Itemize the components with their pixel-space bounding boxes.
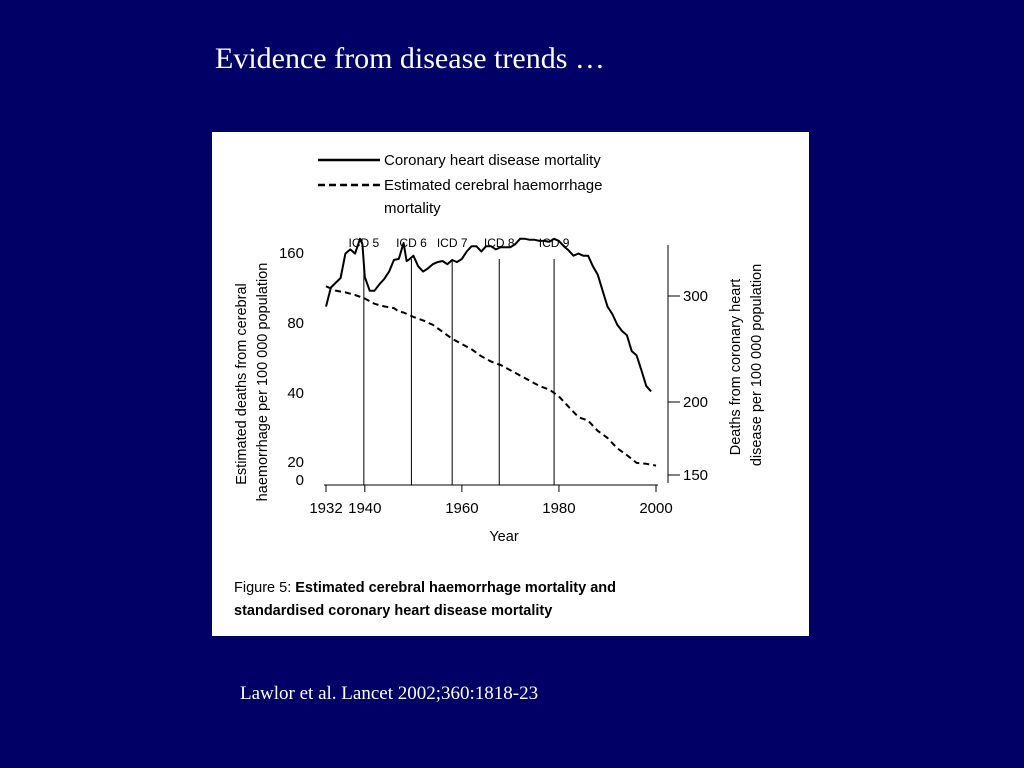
y-left-tick-label: 20 (287, 454, 304, 471)
figure-caption: Figure 5: Estimated cerebral haemorrhage… (234, 580, 620, 619)
icd-markers: ICD 5 ICD 6 ICD 7 ICD 8 ICD 9 (349, 236, 570, 485)
x-tick-label: 1940 (348, 500, 381, 517)
legend-entry-ch: Estimated cerebral haemorrhage mortality (384, 177, 607, 217)
slide-title: Evidence from disease trends … (215, 42, 605, 75)
citation: Lawlor et al. Lancet 2002;360:1818-23 (240, 683, 539, 704)
y-left-tick-label: 160 (279, 245, 304, 262)
x-tick-label: 1932 (309, 500, 342, 517)
figure-panel: Coronary heart disease mortality Estimat… (212, 132, 809, 636)
icd-marker-label: ICD 7 (437, 236, 468, 250)
series-line-cerebral-haemorrhage (325, 285, 657, 467)
series-lines (325, 237, 657, 467)
x-axis-title: Year (489, 529, 518, 545)
x-tick-label: 1960 (445, 500, 478, 517)
legend-entry-chd: Coronary heart disease mortality (384, 152, 601, 169)
axis-ticks: 1932 1940 1960 1980 2000 020 40 80 160 150 200 300 (279, 245, 708, 517)
y-right-tick-label: 300 (683, 288, 708, 305)
y-left-tick-label: 40 (287, 385, 304, 402)
icd-marker-label: ICD 6 (396, 236, 427, 250)
chart: Coronary heart disease mortality Estimat… (234, 152, 765, 619)
y-left-tick-label: 0 (296, 472, 304, 489)
y-left-tick-label: 80 (287, 315, 304, 332)
y-axis-right-title: Deaths from coronary heart disease per 1… (728, 264, 765, 466)
y-right-tick-label: 200 (683, 394, 708, 411)
x-tick-label: 1980 (542, 500, 575, 517)
series-line-coronary-heart-disease (325, 237, 652, 393)
y-axis-left-title: Estimated deaths from cerebral haemorrha… (234, 263, 271, 502)
x-tick-label: 2000 (639, 500, 672, 517)
icd-marker-label: ICD 9 (539, 236, 570, 250)
y-right-tick-label: 150 (683, 467, 708, 484)
icd-marker-label: ICD 5 (349, 236, 380, 250)
